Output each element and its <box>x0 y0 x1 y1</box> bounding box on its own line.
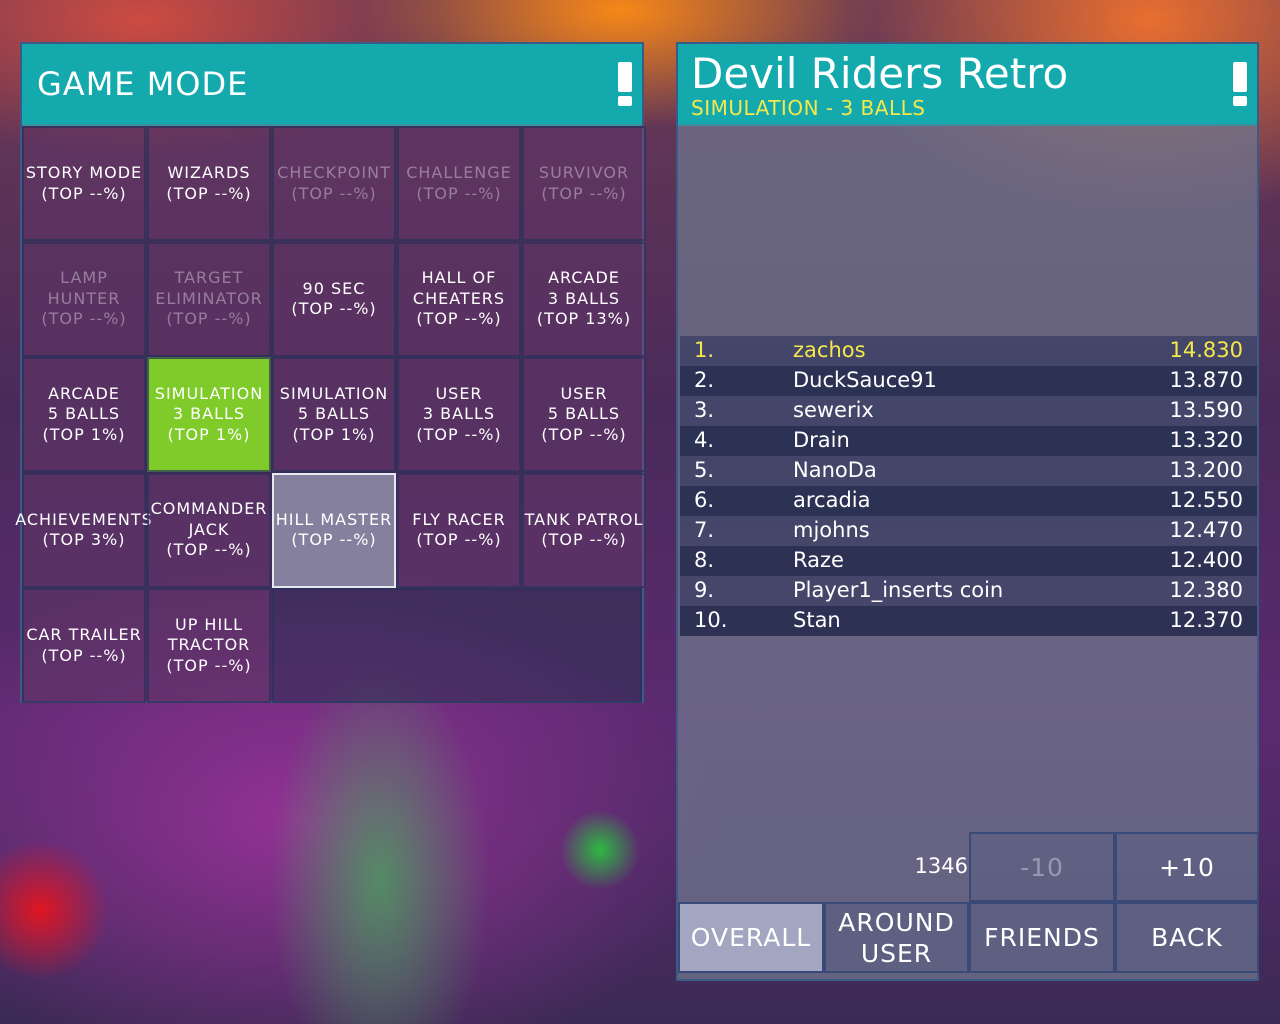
leaderboard-rank: 6. <box>694 488 715 512</box>
leaderboard-score: 12.370 <box>1169 608 1243 632</box>
leaderboard-rank: 2. <box>694 368 715 392</box>
table-title: Devil Riders Retro <box>691 49 1069 98</box>
game-mode-header: GAME MODE <box>22 44 642 126</box>
leaderboard-row: 3. sewerix 13.590 <box>680 396 1257 426</box>
leaderboard-score: 12.380 <box>1169 578 1243 602</box>
leaderboard-name: sewerix <box>793 398 874 422</box>
prev-page-button[interactable]: -10 <box>969 832 1115 902</box>
next-page-button[interactable]: +10 <box>1115 832 1259 902</box>
mode-tile-wizards[interactable]: WIZARDS (TOP --%) <box>147 126 271 241</box>
mode-tile-car-trailer[interactable]: CAR TRAILER (TOP --%) <box>22 588 146 703</box>
game-mode-panel: GAME MODE STORY MODE (TOP --%) WIZARDS (T… <box>15 42 646 703</box>
leaderboard-score: 12.550 <box>1169 488 1243 512</box>
leaderboard-row: 10. Stan 12.370 <box>680 606 1257 636</box>
leaderboard-rank: 3. <box>694 398 715 422</box>
leaderboard-score: 12.400 <box>1169 548 1243 572</box>
leaderboard-score: 13.870 <box>1169 368 1243 392</box>
leaderboard-name: arcadia <box>793 488 871 512</box>
leaderboard-row: 1. zachos 14.830 <box>680 336 1257 366</box>
mode-tile-tank-patrol[interactable]: TANK PATROL (TOP --%) <box>522 472 646 588</box>
leaderboard-name: Player1_inserts coin <box>793 578 1004 602</box>
mode-tile-arcade-5-balls[interactable]: ARCADE 5 BALLS (TOP 1%) <box>22 357 146 472</box>
game-mode-title: GAME MODE <box>37 65 249 103</box>
mode-tile-simulation-5-balls[interactable]: SIMULATION 5 BALLS (TOP 1%) <box>272 357 396 472</box>
leaderboard-rank: 9. <box>694 578 715 602</box>
leaderboard-score: 13.320 <box>1169 428 1243 452</box>
leaderboard-rank: 7. <box>694 518 715 542</box>
leaderboard-name: mjohns <box>793 518 870 542</box>
leaderboard-rank: 1. <box>694 338 715 362</box>
mode-tile-90-sec[interactable]: 90 SEC (TOP --%) <box>272 241 396 357</box>
leaderboard-row: 8. Raze 12.400 <box>680 546 1257 576</box>
leaderboard-header: Devil Riders Retro SIMULATION - 3 BALLS <box>678 44 1257 126</box>
mode-tile-lamp-hunter[interactable]: LAMP HUNTER (TOP --%) <box>22 241 146 357</box>
tab-around-user[interactable]: AROUND USER <box>824 902 969 973</box>
leaderboard-name: Raze <box>793 548 844 572</box>
leaderboard-score: 14.830 <box>1169 338 1243 362</box>
leaderboard-name: NanoDa <box>793 458 877 482</box>
leaderboard-rank: 4. <box>694 428 715 452</box>
leaderboard-name: Drain <box>793 428 850 452</box>
leaderboard-row: 5. NanoDa 13.200 <box>680 456 1257 486</box>
exclamation-icon <box>616 62 634 106</box>
exclamation-icon <box>1231 62 1249 106</box>
leaderboard-score: 13.200 <box>1169 458 1243 482</box>
leaderboard-rank: 8. <box>694 548 715 572</box>
leaderboard-rank: 5. <box>694 458 715 482</box>
tab-friends[interactable]: FRIENDS <box>969 902 1115 973</box>
mode-tile-story-mode[interactable]: STORY MODE (TOP --%) <box>22 126 146 241</box>
leaderboard-score: 12.470 <box>1169 518 1243 542</box>
mode-subtitle: SIMULATION - 3 BALLS <box>691 96 926 120</box>
tab-overall[interactable]: OVERALL <box>678 902 824 973</box>
mode-tile-challenge[interactable]: CHALLENGE (TOP --%) <box>397 126 521 241</box>
leaderboard-row: 2. DuckSauce91 13.870 <box>680 366 1257 396</box>
mode-tile-up-hill-tractor[interactable]: UP HILL TRACTOR (TOP --%) <box>147 588 271 703</box>
leaderboard-rank: 10. <box>694 608 728 632</box>
mode-tile-user-3-balls[interactable]: USER 3 BALLS (TOP --%) <box>397 357 521 472</box>
mode-tile-checkpoint[interactable]: CHECKPOINT (TOP --%) <box>272 126 396 241</box>
mode-tile-simulation-3-balls[interactable]: SIMULATION 3 BALLS (TOP 1%) <box>147 357 271 472</box>
back-button[interactable]: BACK <box>1115 902 1259 973</box>
leaderboard-name: Stan <box>793 608 841 632</box>
leaderboard-row: 7. mjohns 12.470 <box>680 516 1257 546</box>
leaderboard-row: 6. arcadia 12.550 <box>680 486 1257 516</box>
mode-tile-target-eliminator[interactable]: TARGET ELIMINATOR (TOP --%) <box>147 241 271 357</box>
mode-tile-commander-jack[interactable]: COMMANDER JACK (TOP --%) <box>147 472 271 588</box>
page-position: 1346 <box>914 854 968 878</box>
mode-tile-survivor[interactable]: SURVIVOR (TOP --%) <box>522 126 646 241</box>
leaderboard-row: 4. Drain 13.320 <box>680 426 1257 456</box>
mode-tile-hill-master[interactable]: HILL MASTER (TOP --%) <box>272 472 396 588</box>
mode-tile-fly-racer[interactable]: FLY RACER (TOP --%) <box>397 472 521 588</box>
mode-tile-achievements[interactable]: ACHIEVEMENTS (TOP 3%) <box>15 472 152 588</box>
leaderboard-name: zachos <box>793 338 866 362</box>
mode-tile-user-5-balls[interactable]: USER 5 BALLS (TOP --%) <box>522 357 646 472</box>
leaderboard-score: 13.590 <box>1169 398 1243 422</box>
leaderboard-panel: Devil Riders Retro SIMULATION - 3 BALLS … <box>676 42 1259 981</box>
leaderboard-name: DuckSauce91 <box>793 368 937 392</box>
leaderboard-row: 9. Player1_inserts coin 12.380 <box>680 576 1257 606</box>
mode-tile-arcade-3-balls[interactable]: ARCADE 3 BALLS (TOP 13%) <box>522 241 646 357</box>
mode-tile-hall-of-cheaters[interactable]: HALL OF CHEATERS (TOP --%) <box>397 241 521 357</box>
empty-grid-area <box>272 588 642 703</box>
